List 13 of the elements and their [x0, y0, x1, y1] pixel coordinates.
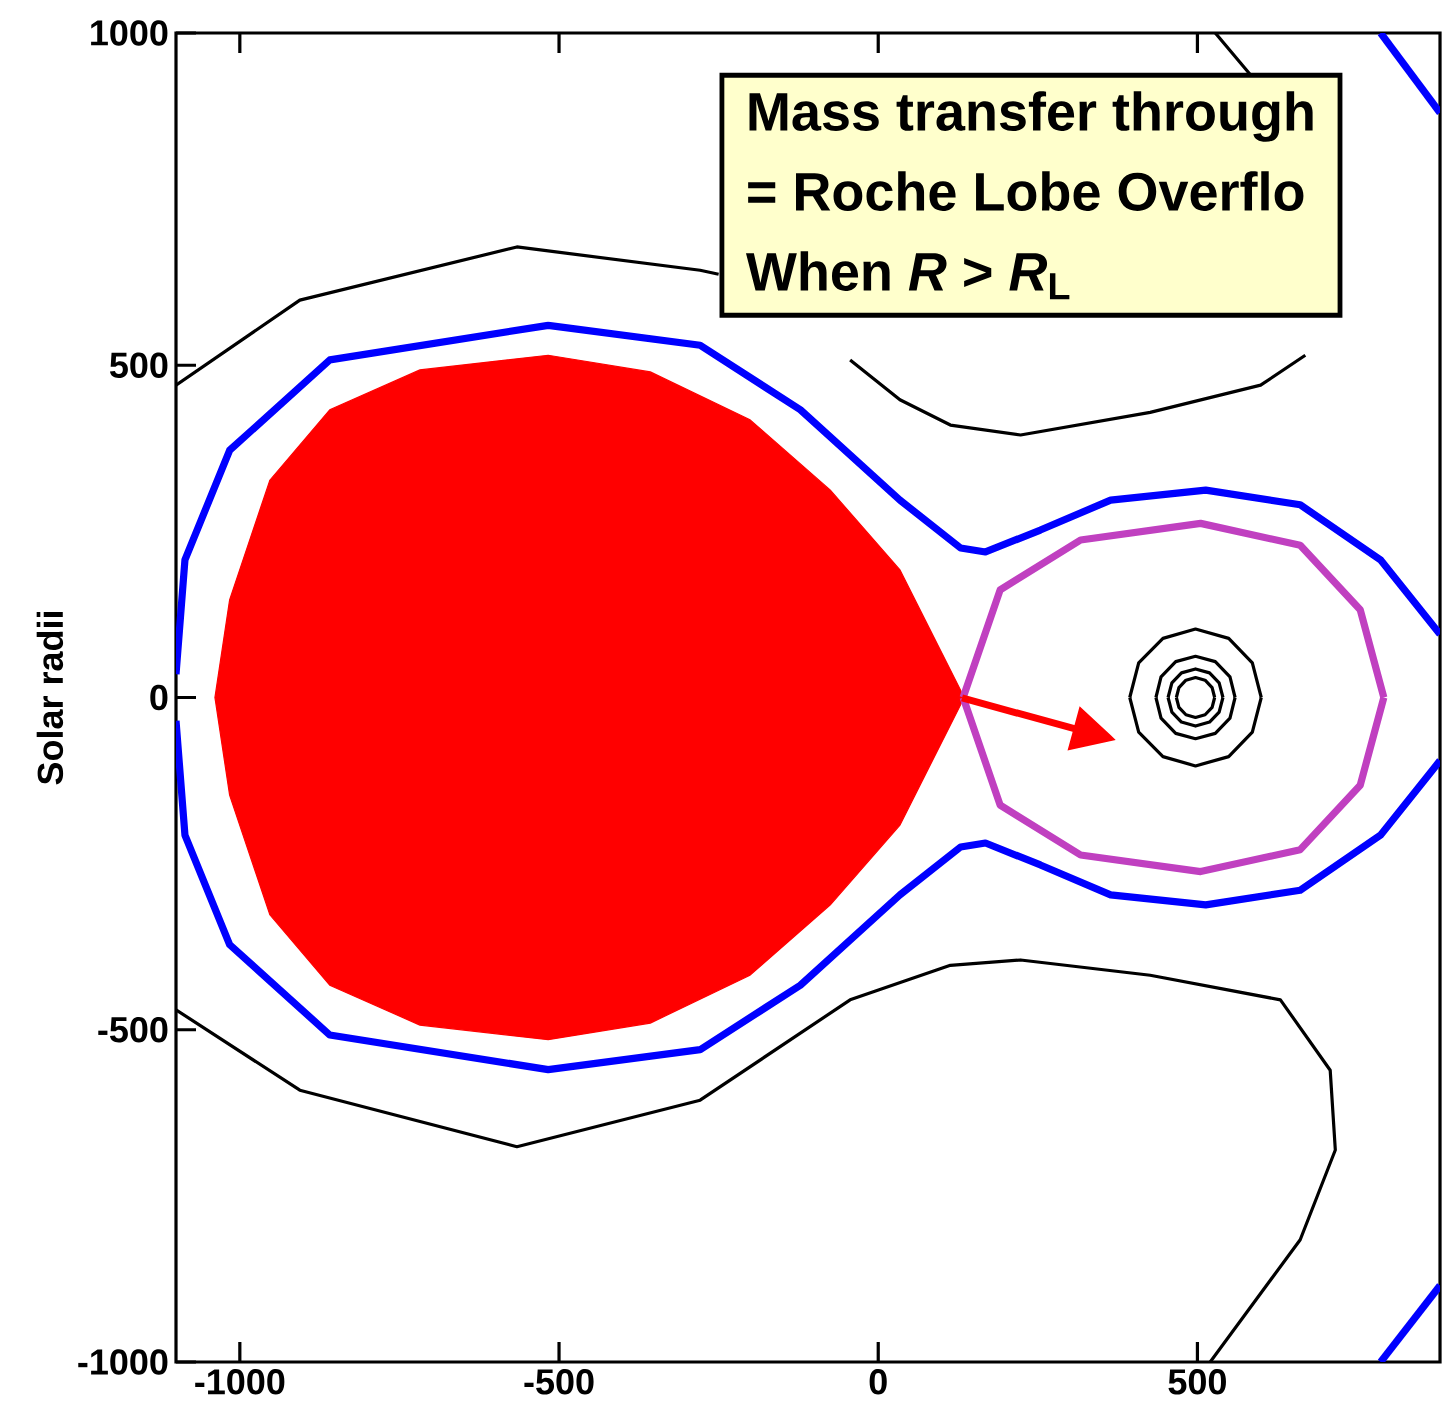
- y-tick-label: 500: [109, 352, 168, 378]
- x-tick-label: -500: [524, 1369, 594, 1395]
- y-tick-label: -500: [98, 1016, 168, 1043]
- x-tick-label: -1000: [195, 1369, 285, 1395]
- annotation: = Roche Lobe Overflo: [748, 171, 1304, 211]
- x-tick-label: 0: [869, 1369, 887, 1395]
- annotation: When R > R$_{L}$: [745, 251, 1070, 300]
- y-axis-title: Solar radii: [36, 612, 64, 785]
- y-tick-label: 1000: [91, 20, 168, 46]
- x-tick-label: 500: [1168, 1369, 1226, 1395]
- y-tick-label: -1000: [78, 1349, 168, 1375]
- annotation: Mass transfer through: [749, 91, 1313, 142]
- y-tick-label: 0: [150, 684, 168, 711]
